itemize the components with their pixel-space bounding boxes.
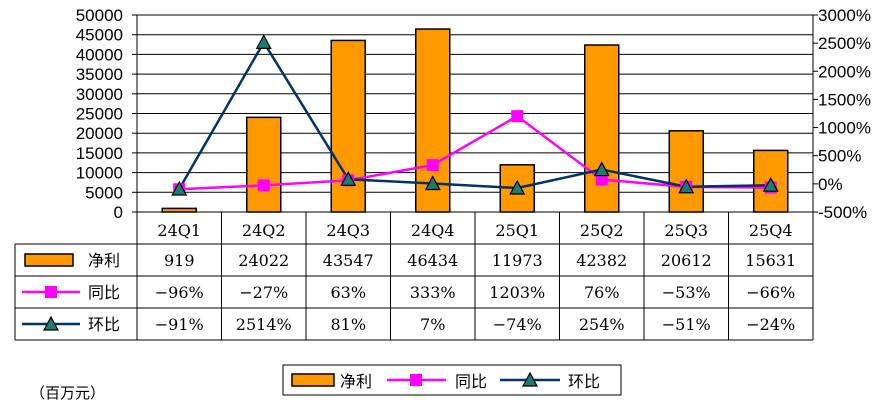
data-label: 2514% xyxy=(236,315,292,334)
x-tick-label: 24Q3 xyxy=(326,221,370,240)
qoq-point xyxy=(424,175,441,191)
data-label: −51% xyxy=(662,315,711,334)
legend-label: 环比 xyxy=(568,372,600,391)
data-label: −53% xyxy=(662,283,711,302)
data-label: 1203% xyxy=(489,283,545,302)
line-series xyxy=(171,34,779,196)
qoq-point xyxy=(593,161,610,177)
qoq-point xyxy=(340,171,357,186)
unit-label: （百万元） xyxy=(30,384,105,402)
y-left-tick-label: 0 xyxy=(114,203,123,222)
x-tick-label: 25Q3 xyxy=(664,221,708,240)
qoq-point xyxy=(678,178,695,194)
qoq-point xyxy=(762,176,779,192)
data-label: 11973 xyxy=(492,251,543,270)
bar xyxy=(246,116,282,213)
axes: 0500010000150002000025000300003500040000… xyxy=(76,6,871,222)
x-tick-label: 25Q1 xyxy=(495,221,539,240)
data-label: 24022 xyxy=(238,251,289,270)
y-right-tick-label: 0% xyxy=(818,175,843,194)
yoy-point xyxy=(511,110,524,123)
y-left-tick-label: 10000 xyxy=(76,164,123,183)
series-name: 环比 xyxy=(88,315,120,334)
data-label: 254% xyxy=(579,315,625,334)
x-tick-label: 24Q2 xyxy=(242,221,286,240)
table-key-marker xyxy=(42,315,60,331)
data-label: −96% xyxy=(155,283,204,302)
bar xyxy=(668,130,704,213)
data-label: 42382 xyxy=(576,251,627,270)
qoq-point xyxy=(171,180,188,196)
data-label: 81% xyxy=(330,315,366,334)
data-label: −91% xyxy=(155,315,204,334)
bar xyxy=(161,207,197,213)
data-label: 15631 xyxy=(745,251,796,270)
series-name: 同比 xyxy=(88,283,120,302)
yoy-point xyxy=(257,179,270,192)
data-label: 7% xyxy=(420,315,445,334)
data-label: −27% xyxy=(239,283,288,302)
data-label: −24% xyxy=(746,315,795,334)
x-tick-label: 24Q1 xyxy=(157,221,201,240)
data-label: 43547 xyxy=(323,251,374,270)
x-tick-label: 24Q4 xyxy=(411,221,455,240)
legend-marker xyxy=(410,374,422,386)
table-key-marker xyxy=(45,286,57,298)
data-label: 333% xyxy=(410,283,456,302)
y-left-tick-label: 30000 xyxy=(76,85,123,104)
data-label: 919 xyxy=(164,251,195,270)
qoq-line xyxy=(178,39,771,190)
data-label: 76% xyxy=(584,283,620,302)
y-left-tick-label: 35000 xyxy=(76,65,123,84)
data-table: 24Q1 24Q2 24Q3 24Q4 25Q1 25Q2 25Q3 25Q4 净利 919 240… xyxy=(14,211,814,341)
series-name: 净利 xyxy=(88,251,120,270)
data-label: 20612 xyxy=(661,251,712,270)
bar-series xyxy=(161,28,789,213)
y-left-tick-label: 20000 xyxy=(76,124,123,143)
y-right-tick-label: -500% xyxy=(818,203,867,222)
yoy-point xyxy=(595,173,608,186)
y-right-tick-label: 2000% xyxy=(818,62,871,81)
y-left-tick-label: 25000 xyxy=(76,105,123,124)
y-left-tick-label: 15000 xyxy=(76,144,123,163)
y-left-tick-label: 45000 xyxy=(76,26,123,45)
qoq-point xyxy=(255,34,272,49)
legend-key-profit xyxy=(291,373,335,387)
y-right-tick-label: 3000% xyxy=(818,6,871,25)
bar xyxy=(584,44,620,213)
gridlines xyxy=(137,14,813,193)
legend-box xyxy=(282,364,622,396)
y-left-tick-label: 50000 xyxy=(76,6,123,25)
y-right-tick-label: 1500% xyxy=(818,90,871,109)
data-label: 46434 xyxy=(407,251,458,270)
yoy-line xyxy=(179,114,771,191)
data-label: −66% xyxy=(746,283,795,302)
data-label: 63% xyxy=(330,283,366,302)
legend-label: 同比 xyxy=(455,372,487,391)
data-label: −74% xyxy=(493,315,542,334)
legend-label: 净利 xyxy=(340,372,372,391)
legend: 净利 同比 环比 xyxy=(282,364,622,396)
x-tick-label: 25Q4 xyxy=(749,221,793,240)
qoq-point xyxy=(509,179,526,195)
y-right-tick-label: 500% xyxy=(818,147,861,166)
y-left-tick-label: 5000 xyxy=(85,183,123,202)
y-right-tick-label: 2500% xyxy=(818,34,871,53)
legend-marker xyxy=(521,371,539,387)
table-key-swatch xyxy=(24,253,74,267)
yoy-point xyxy=(426,159,439,172)
y-right-tick-label: 1000% xyxy=(818,119,871,138)
x-tick-label: 25Q2 xyxy=(580,221,624,240)
y-left-tick-label: 40000 xyxy=(76,45,123,64)
